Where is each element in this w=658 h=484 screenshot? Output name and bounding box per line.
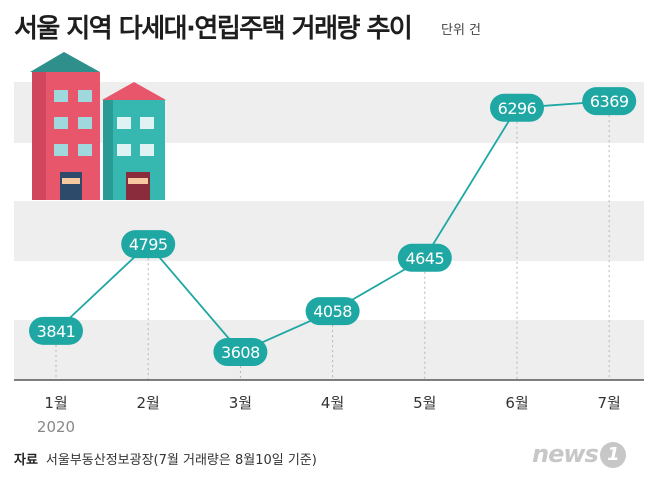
data-label-pill — [397, 243, 452, 272]
news1-logo: news 1 — [532, 440, 626, 468]
unit-label: 단위 건 — [441, 23, 482, 38]
x-tick-label: 2월 — [137, 394, 160, 412]
logo-text: news — [532, 440, 599, 468]
data-label: 6369 — [590, 92, 629, 111]
data-label-pill — [305, 297, 360, 326]
data-point: 3608 — [213, 338, 268, 367]
data-label-pill — [490, 93, 544, 122]
data-label: 3841 — [37, 322, 76, 341]
source-text: 서울부동산정보광장(7월 거래량은 8월10일 기준) — [45, 453, 317, 468]
x-tick-label: 5월 — [413, 394, 436, 412]
vertical-guides — [55, 115, 610, 380]
source-note: 자료 서울부동산정보광장(7월 거래량은 8월10일 기준) — [14, 449, 317, 468]
data-point: 3841 — [29, 316, 83, 345]
data-point: 6296 — [490, 93, 544, 122]
logo-mark: 1 — [599, 442, 626, 468]
year-label: 2020 — [37, 418, 75, 436]
data-point: 4058 — [305, 297, 360, 326]
data-point: 6369 — [582, 87, 637, 116]
data-label: 4645 — [405, 249, 444, 268]
grid-band — [14, 201, 644, 261]
data-point: 4795 — [121, 230, 176, 259]
data-label-pill — [29, 316, 83, 345]
data-label: 4795 — [129, 235, 168, 254]
x-tick-label: 6월 — [505, 394, 528, 412]
x-tick-label: 4월 — [321, 394, 344, 412]
data-label-pill — [582, 87, 637, 116]
chart-title: 서울 지역 다세대·연립주택 거래량 추이 — [14, 14, 413, 44]
data-label: 6296 — [498, 99, 537, 118]
data-label: 3608 — [221, 343, 260, 362]
x-tick-label: 3월 — [229, 394, 252, 412]
source-label: 자료 — [14, 453, 38, 468]
x-tick-label: 7월 — [598, 394, 621, 412]
x-tick-label: 1월 — [44, 394, 67, 412]
data-label-pill — [213, 338, 268, 367]
data-point: 4645 — [397, 243, 452, 272]
data-label: 4058 — [313, 302, 352, 321]
data-label-pill — [121, 230, 176, 259]
building-illustration-icon — [30, 52, 166, 200]
line-chart: 3841 4795 3608 4058 4645 6296 6369 1월 2월 3월 4월 5월 6… — [14, 52, 644, 436]
grid-band — [14, 320, 644, 380]
